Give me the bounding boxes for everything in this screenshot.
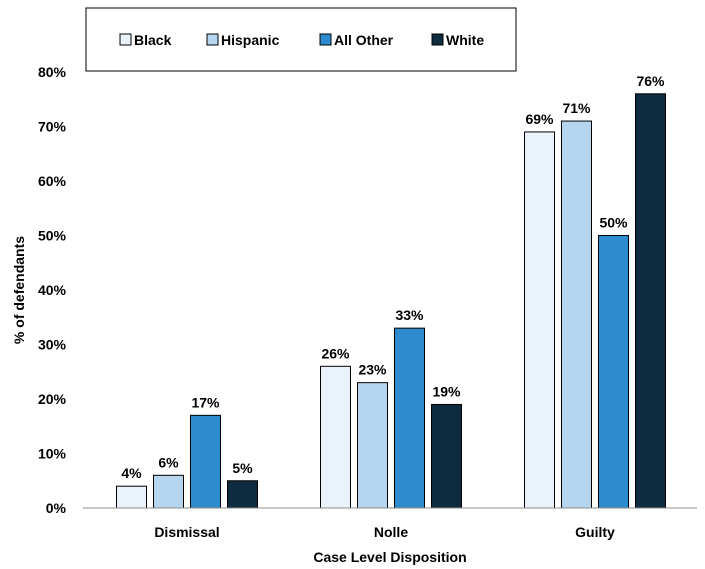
bar-hispanic-dismissal [153, 474, 184, 509]
y-tick-label: 10% [38, 446, 67, 462]
legend-label: White [446, 32, 484, 48]
bar-white-nolle [431, 403, 462, 509]
bar-all-other-guilty [598, 235, 629, 509]
legend-swatch [431, 33, 444, 46]
data-label: 76% [636, 73, 665, 89]
bar-black-guilty [524, 131, 555, 509]
x-axis-title: Case Level Disposition [313, 549, 466, 565]
data-label: 26% [321, 345, 350, 361]
y-tick-label: 40% [38, 282, 67, 298]
data-label: 69% [525, 111, 554, 127]
data-label: 19% [432, 383, 461, 399]
legend-label: Hispanic [221, 32, 280, 48]
y-tick-label: 80% [38, 64, 67, 80]
legend-swatch [206, 33, 219, 46]
y-tick-label: 20% [38, 391, 67, 407]
bar-all-other-dismissal [190, 414, 221, 509]
x-category-label: Guilty [575, 524, 615, 540]
bar-black-nolle [320, 365, 351, 509]
data-label: 33% [395, 307, 424, 323]
x-category-label: Nolle [374, 524, 408, 540]
bar-white-guilty [635, 93, 666, 509]
data-label: 17% [191, 394, 220, 410]
legend-label: Black [134, 32, 172, 48]
bar-black-dismissal [116, 485, 147, 509]
data-label: 6% [158, 454, 179, 470]
bar-hispanic-nolle [357, 382, 388, 509]
data-label: 5% [232, 460, 253, 476]
legend: Black Hispanic All Other White [85, 7, 517, 72]
y-tick-label: 30% [38, 337, 67, 353]
y-tick-label: 0% [46, 500, 67, 516]
legend-label: All Other [334, 32, 394, 48]
bar-all-other-nolle [394, 327, 425, 509]
data-label: 23% [358, 362, 387, 378]
y-axis-title: % of defendants [11, 236, 27, 344]
legend-frame [85, 7, 517, 72]
data-label: 71% [562, 100, 591, 116]
y-tick-label: 60% [38, 173, 67, 189]
x-category-label: Dismissal [154, 524, 219, 540]
y-axis: 0% 10% 20% 30% 40% 50% 60% 70% 80% [38, 64, 67, 516]
y-tick-label: 70% [38, 119, 67, 135]
x-axis: Dismissal Nolle Guilty [83, 507, 697, 540]
data-label: 4% [121, 465, 142, 481]
data-label: 50% [599, 215, 628, 231]
bar-white-dismissal [227, 480, 258, 509]
bars: 4% 6% 17% 5% 26% 23% 33% 19% 69% 71% 50% 76% [116, 73, 666, 509]
bar-hispanic-guilty [561, 120, 592, 509]
legend-swatch [319, 33, 332, 46]
y-tick-label: 50% [38, 228, 67, 244]
legend-swatch [119, 33, 132, 46]
